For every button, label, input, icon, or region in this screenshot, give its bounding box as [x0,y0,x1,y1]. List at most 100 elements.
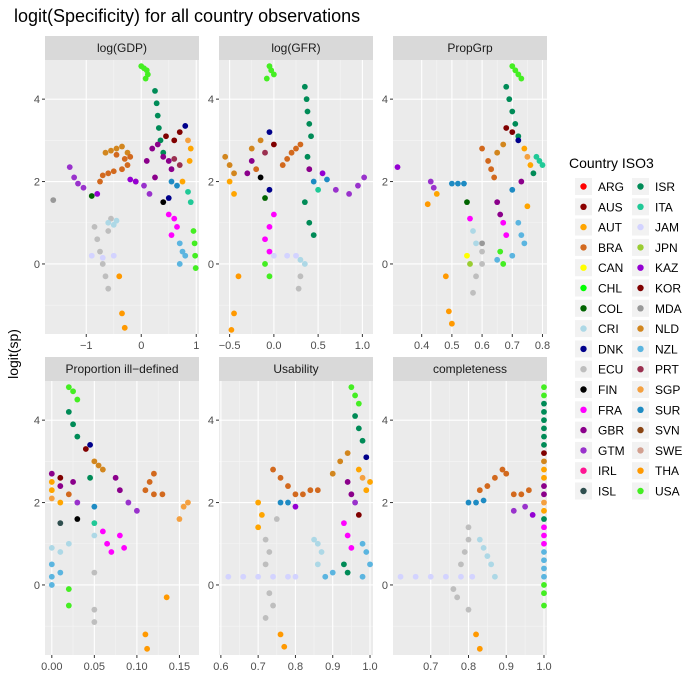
data-point-isr [301,83,308,90]
data-point-usa [192,252,199,259]
legend-marker [580,406,587,413]
legend-label: PRT [655,363,679,377]
data-point-dnk [87,441,93,448]
data-point-gbr [494,199,501,206]
data-point-nzl [367,561,373,568]
data-point-gbr [70,479,76,485]
data-point-tha [228,326,235,333]
data-point-ita [539,162,546,168]
data-point-gbr [152,174,158,181]
data-point-sur [480,497,487,504]
x-tick-label: 1.0 [536,661,551,673]
data-point-isr [153,100,160,107]
data-point-ecu [473,273,479,280]
x-tick-label: 0.6 [213,661,228,673]
y-tick-label: 2 [382,177,388,189]
data-point-jam [284,252,291,259]
legend-item-can: CAN [575,259,623,277]
data-point-bra [119,166,125,173]
data-point-sur [455,180,461,187]
legend-item-col: COL [575,299,623,317]
data-point-gbr [541,483,547,489]
facet-strip [45,36,199,60]
legend-item-aut: AUT [575,218,623,236]
data-point-nzl [541,565,547,572]
data-point-cri [473,240,479,247]
facet-strip [219,357,373,381]
data-point-nzl [57,569,64,576]
legend-item-chl: CHL [575,279,622,297]
data-point-dnk [363,454,370,461]
data-point-bra [253,166,260,173]
data-point-gtm [74,499,81,506]
data-point-nld [95,462,102,469]
data-point-ecu [295,285,302,292]
data-point-nzl [515,219,522,226]
legend-label: FRA [598,403,622,417]
data-point-bra [297,141,304,148]
legend-marker [637,325,644,332]
data-point-aut [48,479,55,485]
data-point-fra [104,540,111,547]
data-point-aut [524,203,531,210]
data-point-isr [87,474,93,481]
data-point-ecu [91,569,98,576]
data-point-usa [541,582,547,588]
legend-marker [637,183,644,190]
legend-item-nld: NLD [632,320,679,338]
legend-item-bra: BRA [575,238,623,256]
data-point-gbr [244,170,251,177]
data-point-cri [301,261,308,267]
legend-item-usa: USA [632,482,680,500]
data-point-jam [442,573,449,580]
legend-title: Country ISO3 [569,155,654,171]
facet-strip-label: completeness [433,362,507,376]
data-point-nld [222,153,229,160]
data-point-isr [352,413,359,419]
data-point-usa [541,392,547,399]
data-point-dnk [515,137,522,144]
data-point-isr [515,133,522,140]
data-point-tha [448,320,455,327]
data-point-kor [176,129,183,136]
data-point-gtm [430,184,437,191]
data-point-usa [270,71,277,78]
data-point-bra [491,174,498,181]
legend-label: GTM [598,444,625,458]
data-point-prt [262,149,268,156]
legend-item-prt: PRT [632,360,679,378]
data-point-usa [509,63,516,70]
facet-strip-label: log(GFR) [271,41,320,55]
data-point-cri [91,532,98,539]
data-point-prt [176,162,183,168]
data-point-tha [231,310,237,317]
panel-background [393,381,547,655]
legend-item-swe: SWE [632,441,682,459]
data-point-sur [324,176,330,183]
legend-item-fin: FIN [575,381,617,398]
data-point-gtm [332,186,339,193]
data-point-nld [113,145,120,152]
x-tick-label: −1 [80,340,93,352]
data-point-bra [293,145,299,152]
data-point-bra [279,162,286,168]
data-point-jam [110,252,117,259]
data-point-cri [470,228,476,234]
data-point-isr [304,108,311,115]
data-point-gtm [522,503,529,510]
data-point-gtm [141,182,147,189]
data-point-bra [97,178,103,185]
y-tick-label: 0 [382,259,388,271]
data-point-ita [315,186,322,193]
data-point-tha [121,324,128,331]
data-point-sur [277,499,284,506]
data-point-nld [248,145,255,152]
data-point-ecu [99,261,106,267]
data-point-nzl [518,232,525,239]
data-point-cri [65,540,72,547]
data-point-bra [99,172,106,179]
data-point-gbr [306,166,313,173]
legend-marker [580,386,587,393]
data-point-isr [154,112,161,119]
